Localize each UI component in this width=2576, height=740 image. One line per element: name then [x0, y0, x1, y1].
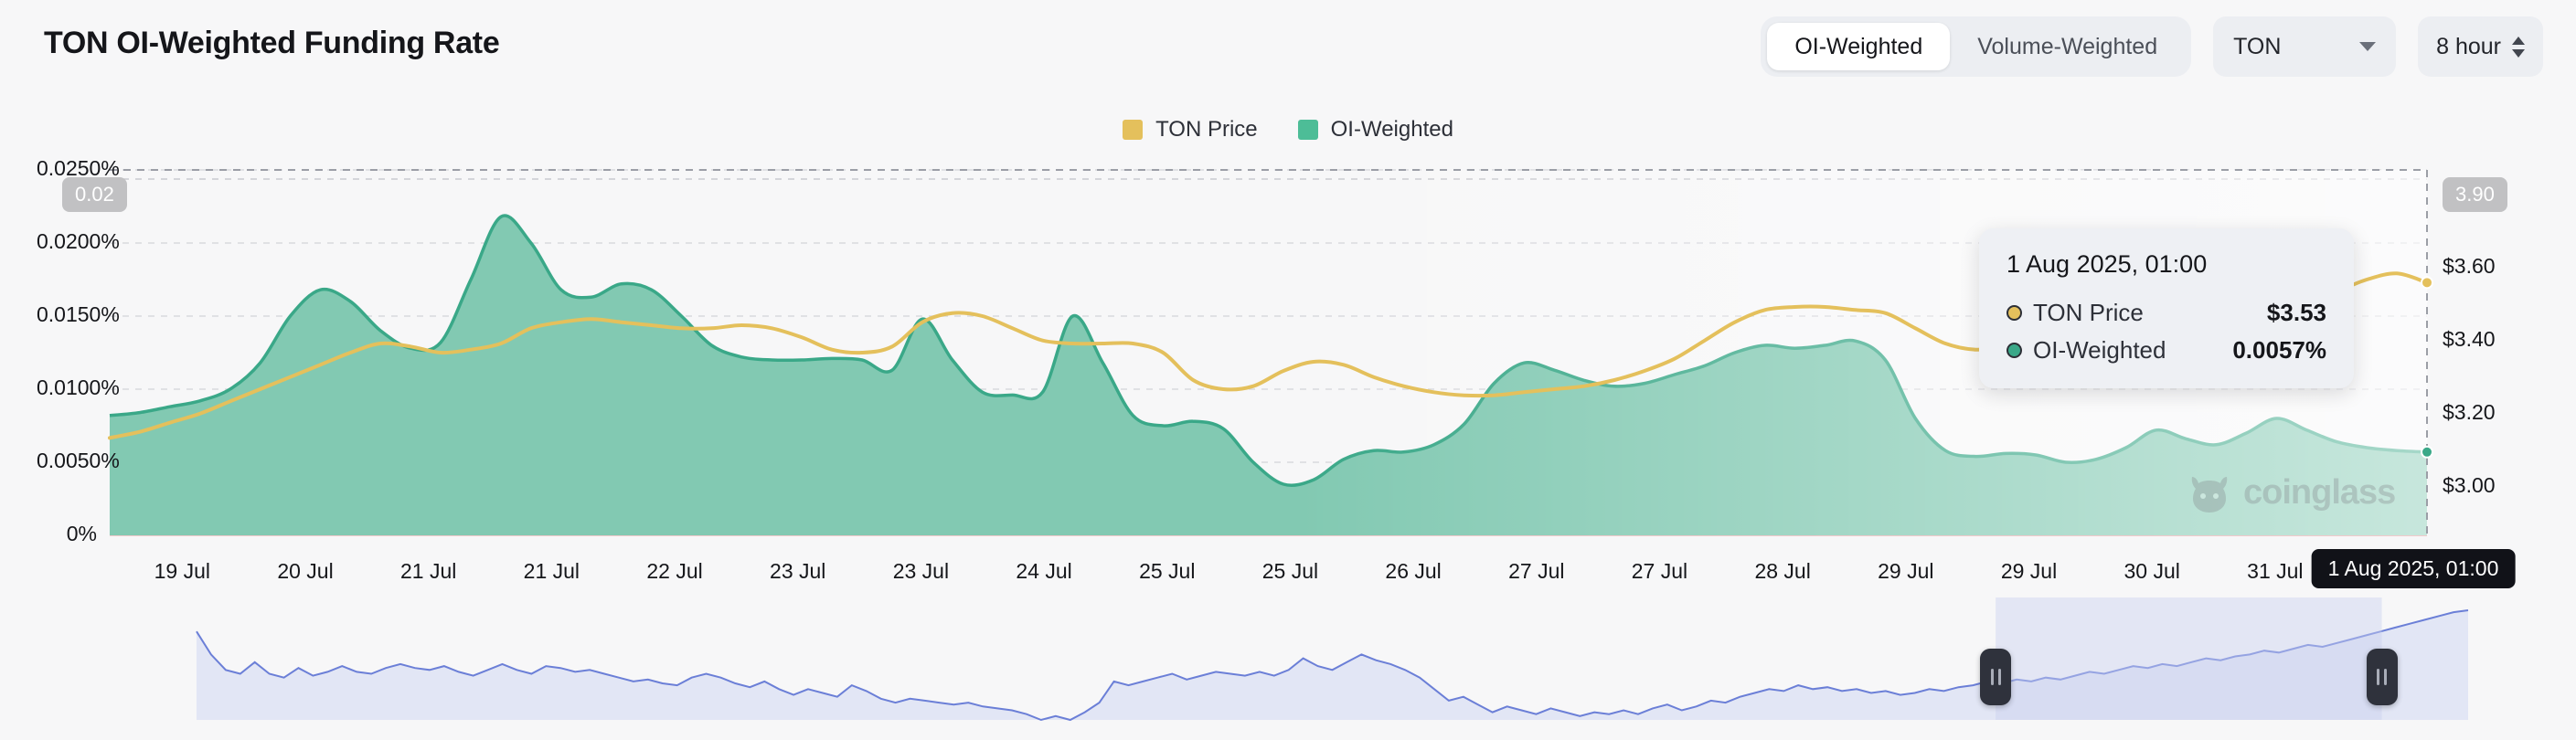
x-axis-tick: 25 Jul — [1261, 559, 1319, 583]
x-axis-tick: 26 Jul — [1385, 559, 1442, 583]
y-axis-right-tick: $3.60 — [2443, 254, 2496, 278]
y-axis-right-tick: $3.20 — [2443, 400, 2496, 424]
navigator-handle-left[interactable] — [1980, 649, 2012, 705]
asset-select-value: TON — [2233, 33, 2282, 59]
x-axis-tick: 21 Jul — [400, 559, 457, 583]
x-axis-tick: 28 Jul — [1754, 559, 1811, 583]
interval-select[interactable]: 8 hour — [2418, 16, 2543, 77]
series-dot-icon — [2007, 343, 2022, 358]
tooltip-series-value: 0.0057% — [2232, 336, 2326, 364]
y-axis-right-tick: $3.40 — [2443, 327, 2496, 351]
legend-swatch-icon — [1297, 120, 1318, 140]
chevron-down-icon — [2359, 42, 2377, 51]
y-axis-left-tick: 0% — [66, 522, 97, 545]
x-axis-tick: 23 Jul — [892, 559, 950, 583]
series-dot-icon — [2007, 305, 2022, 321]
legend-label: OI-Weighted — [1330, 117, 1453, 142]
x-axis-tick: 31 Jul — [2247, 559, 2304, 583]
asset-select[interactable]: TON — [2213, 16, 2397, 77]
x-axis: 19 Jul 20 Jul 21 Jul 21 Jul 22 Jul 23 Jul 23 J… — [0, 548, 2576, 590]
navigator-handle-right[interactable] — [2366, 649, 2398, 705]
tooltip-series-value: $3.53 — [2266, 299, 2326, 326]
legend-swatch-icon — [1123, 120, 1144, 140]
tooltip-title: 1 Aug 2025, 01:00 — [2007, 250, 2208, 278]
y-axis-right-tick: $3.00 — [2443, 473, 2496, 497]
y-axis-left-badge: 0.02 — [62, 177, 127, 212]
y-axis-left-tick: 0.0250% — [37, 156, 120, 180]
tooltip-series-name: OI-Weighted — [2033, 336, 2166, 364]
tooltip-row-oi-weighted: OI-Weighted 0.0057% — [2007, 336, 2326, 365]
x-axis-tick: 23 Jul — [770, 559, 826, 583]
x-axis-tick: 20 Jul — [277, 559, 334, 583]
tooltip-series-name: TON Price — [2033, 299, 2144, 326]
y-axis-left-tick: 0.0100% — [37, 375, 120, 399]
chart-legend: TON Price OI-Weighted — [0, 117, 2576, 143]
x-axis-hover-badge: 1 Aug 2025, 01:00 — [2311, 549, 2516, 588]
stepper-arrows-icon[interactable] — [2512, 36, 2525, 58]
x-axis-tick: 21 Jul — [523, 559, 580, 583]
range-navigator[interactable] — [0, 592, 2576, 740]
legend-label: TON Price — [1155, 117, 1258, 142]
y-axis-left-tick: 0.0200% — [37, 229, 120, 253]
hover-tooltip: 1 Aug 2025, 01:00 TON Price $3.53 OI-Wei… — [1979, 228, 2354, 388]
interval-select-value: 8 hour — [2436, 33, 2501, 59]
tab-oi-weighted[interactable]: OI-Weighted — [1767, 23, 1951, 70]
chart-header: TON OI-Weighted Funding Rate OI-Weighted… — [0, 0, 2576, 96]
header-controls: OI-Weighted Volume-Weighted TON 8 hour — [1761, 16, 2543, 77]
y-axis-right-badge: 3.90 — [2443, 177, 2507, 212]
x-axis-tick: 19 Jul — [154, 559, 211, 583]
y-axis-left-tick: 0.0150% — [37, 302, 120, 326]
x-axis-tick: 27 Jul — [1631, 559, 1688, 583]
x-axis-tick: 25 Jul — [1139, 559, 1196, 583]
x-axis-tick: 27 Jul — [1508, 559, 1565, 583]
tooltip-row-ton-price: TON Price $3.53 — [2007, 299, 2326, 327]
tab-volume-weighted[interactable]: Volume-Weighted — [1977, 33, 2158, 59]
x-axis-tick: 29 Jul — [1878, 559, 1934, 583]
x-axis-tick: 22 Jul — [646, 559, 703, 583]
navigator-canvas[interactable] — [0, 592, 2576, 740]
y-axis-left-tick: 0.0050% — [37, 449, 120, 472]
x-axis-tick: 30 Jul — [2124, 559, 2180, 583]
page-title: TON OI-Weighted Funding Rate — [44, 26, 500, 60]
x-axis-tick: 29 Jul — [2000, 559, 2058, 583]
weighting-segmented-control[interactable]: OI-Weighted Volume-Weighted — [1761, 16, 2192, 77]
legend-item-oi-weighted[interactable]: OI-Weighted — [1297, 117, 1453, 143]
x-axis-tick: 24 Jul — [1016, 559, 1072, 583]
legend-item-ton-price[interactable]: TON Price — [1123, 117, 1258, 143]
